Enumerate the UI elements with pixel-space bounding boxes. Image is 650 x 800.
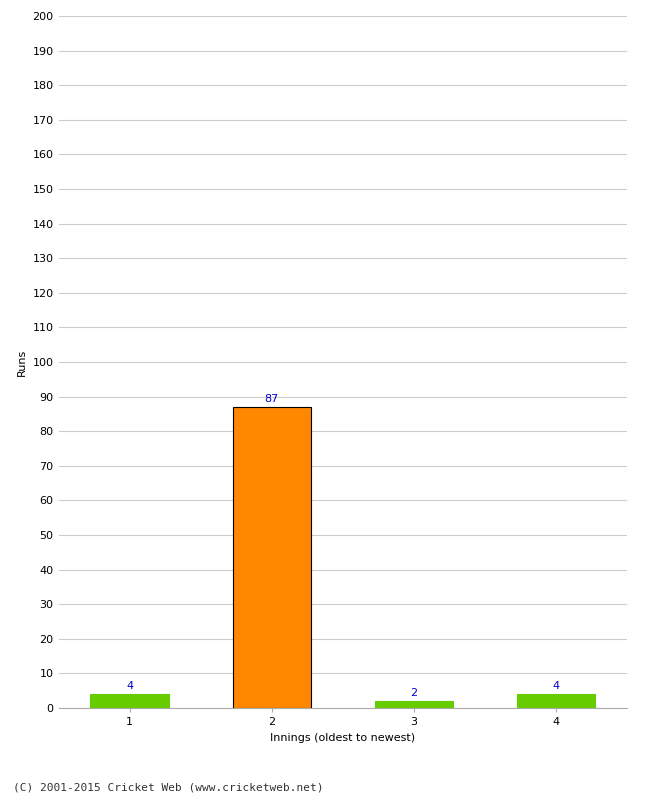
Bar [517, 694, 595, 708]
Y-axis label: Runs: Runs [17, 348, 27, 376]
Bar [375, 701, 453, 708]
Text: 87: 87 [265, 394, 279, 404]
Bar [90, 694, 169, 708]
Bar [233, 407, 311, 708]
Text: (C) 2001-2015 Cricket Web (www.cricketweb.net): (C) 2001-2015 Cricket Web (www.cricketwe… [13, 782, 324, 792]
Text: 2: 2 [410, 688, 417, 698]
Text: 4: 4 [552, 682, 560, 691]
X-axis label: Innings (oldest to newest): Innings (oldest to newest) [270, 733, 415, 742]
Text: 4: 4 [126, 682, 133, 691]
